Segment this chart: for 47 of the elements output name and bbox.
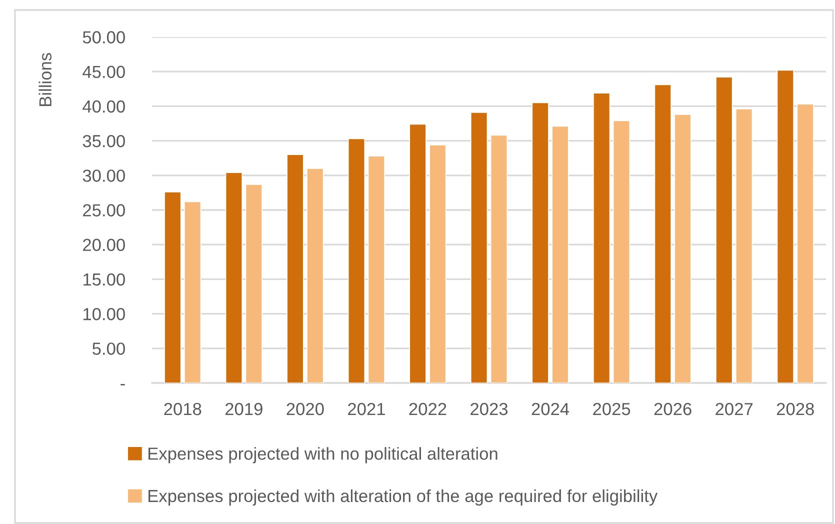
x-tick-label: 2019 <box>225 402 262 416</box>
y-tick-label: - <box>120 384 125 386</box>
bar <box>470 112 488 383</box>
legend-label: Expenses projected with no political alteration <box>148 447 498 464</box>
bar <box>593 92 610 383</box>
x-tick-label: 2021 <box>348 402 385 416</box>
x-tick-label: 2023 <box>470 402 508 416</box>
y-tick-label: 50.00 <box>82 31 125 44</box>
bar <box>716 76 733 383</box>
bar <box>306 168 324 383</box>
y-axis-title: Billions <box>38 53 52 106</box>
x-tick-label: 2028 <box>776 402 814 416</box>
y-tick-label: 15.00 <box>83 273 125 286</box>
bar <box>348 138 366 383</box>
x-tick-label: 2022 <box>409 402 446 416</box>
bar <box>776 70 794 383</box>
y-tick-label: 45.00 <box>82 66 125 78</box>
y-tick-label: 30.00 <box>82 170 125 182</box>
x-tick-label: 2025 <box>593 402 630 416</box>
bar <box>674 114 692 383</box>
bar <box>184 201 202 383</box>
bar <box>796 104 814 383</box>
bar <box>612 120 630 383</box>
y-tick-label: 40.00 <box>82 100 125 113</box>
x-tick-label: 2026 <box>654 402 692 416</box>
bar <box>286 154 304 383</box>
bar <box>245 184 262 383</box>
x-tick-label: 2024 <box>532 402 570 416</box>
bar <box>164 192 182 383</box>
x-tick-label: 2027 <box>716 402 753 416</box>
bar <box>490 134 508 383</box>
bar <box>429 144 446 383</box>
y-tick-label: 5.00 <box>92 342 125 355</box>
bar <box>225 172 243 383</box>
x-tick-label: 2020 <box>286 402 324 416</box>
y-tick-label: 35.00 <box>82 134 125 148</box>
bar <box>532 102 549 383</box>
bar <box>735 108 753 383</box>
bar <box>368 156 385 383</box>
legend-label: Expenses projected with alteration of the age required for eligibility <box>148 489 658 506</box>
bar <box>654 84 672 383</box>
y-tick-label: 10.00 <box>83 308 125 320</box>
y-tick-label: 20.00 <box>83 238 125 252</box>
bar <box>552 126 569 383</box>
x-tick-label: 2018 <box>164 402 202 416</box>
bar <box>409 124 426 383</box>
y-tick-label: 25.00 <box>83 204 125 216</box>
